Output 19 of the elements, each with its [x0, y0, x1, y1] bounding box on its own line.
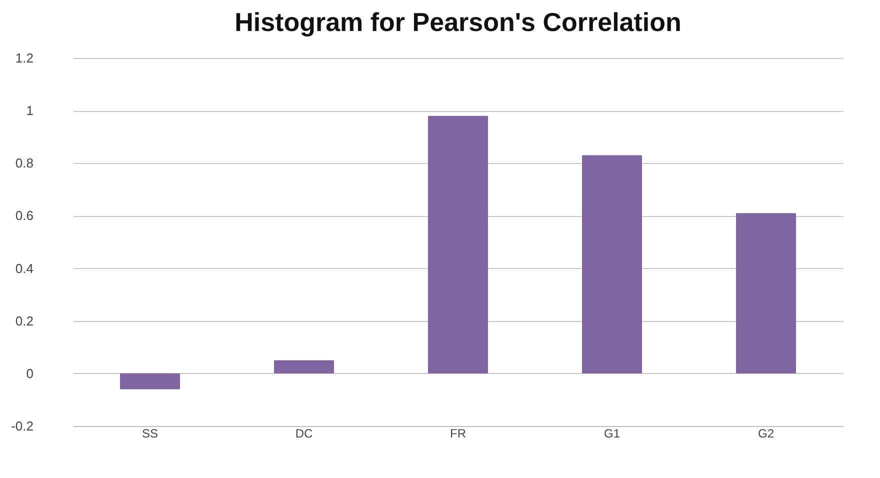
- x-tick-label: SS: [142, 426, 158, 440]
- bar: [736, 213, 796, 374]
- y-tick-label: 1.2: [15, 50, 34, 66]
- bar: [582, 155, 642, 374]
- chart-title: Histogram for Pearson's Correlation: [234, 7, 682, 37]
- x-tick-label: G1: [604, 426, 620, 440]
- y-tick-label: 0.6: [15, 208, 34, 224]
- y-tick-label: 0.4: [15, 260, 34, 276]
- x-tick-label: DC: [295, 426, 313, 440]
- x-tick-label: G2: [758, 426, 774, 440]
- y-tick-label: 0: [26, 366, 34, 381]
- y-tick-label: 0.2: [15, 313, 34, 328]
- y-tick-label: 0.8: [15, 156, 34, 171]
- bar: [428, 116, 488, 374]
- y-tick-label: 1: [26, 103, 34, 118]
- y-tick-label: -0.2: [11, 418, 34, 434]
- x-tick-label: FR: [450, 426, 466, 440]
- bar: [120, 373, 180, 390]
- bar: [274, 360, 334, 374]
